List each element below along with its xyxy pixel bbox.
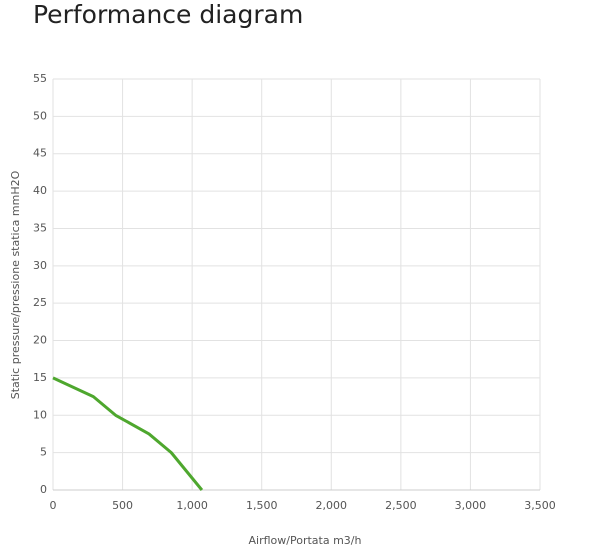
- x-tick-label: 2,500: [385, 499, 417, 512]
- y-tick-label: 5: [40, 446, 47, 459]
- y-tick-label: 0: [40, 483, 47, 496]
- y-tick-label: 40: [33, 184, 47, 197]
- y-tick-label: 50: [33, 109, 47, 122]
- x-tick-label: 3,000: [455, 499, 487, 512]
- x-tick-label: 500: [112, 499, 133, 512]
- y-tick-label: 35: [33, 221, 47, 234]
- x-tick-label: 0: [50, 499, 57, 512]
- line: [52, 376, 204, 491]
- chart-title: Performance diagram: [33, 0, 303, 29]
- x-tick-label: 3,500: [524, 499, 556, 512]
- y-tick-label: 30: [33, 259, 47, 272]
- x-axis-label: Airflow/Portata m3/h: [249, 534, 362, 547]
- y-tick-label: 20: [33, 334, 47, 347]
- x-tick-label: 1,000: [176, 499, 208, 512]
- x-tick-label: 2,000: [316, 499, 348, 512]
- y-tick-label: 10: [33, 408, 47, 421]
- y-axis-label: Static pressure/pressione statica mmH2O: [9, 170, 22, 399]
- y-tick-label: 25: [33, 296, 47, 309]
- y-tick-label: 15: [33, 371, 47, 384]
- y-tick-label: 45: [33, 147, 47, 160]
- y-tick-label: 55: [33, 72, 47, 85]
- x-tick-label: 1,500: [246, 499, 278, 512]
